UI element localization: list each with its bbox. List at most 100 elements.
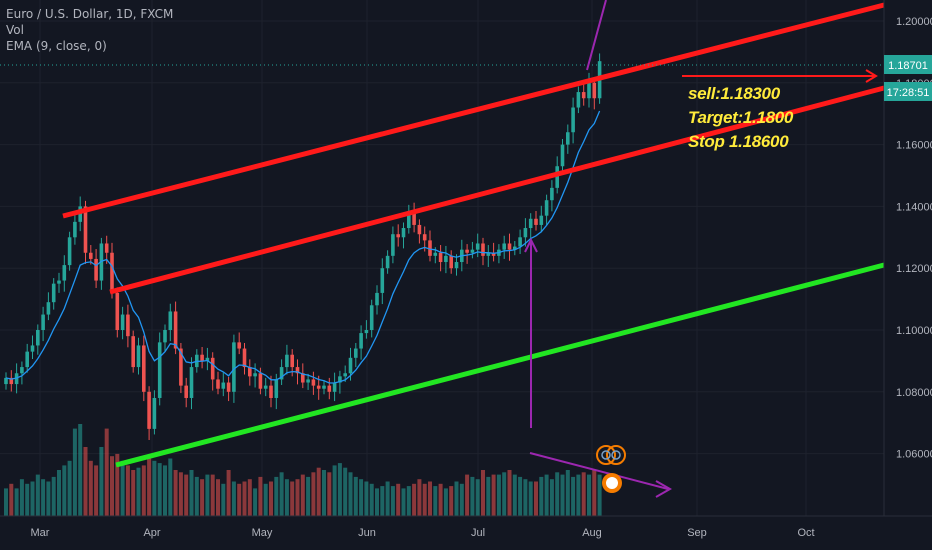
candle-body: [36, 330, 40, 346]
volume-bar: [433, 486, 438, 516]
candle-body: [470, 249, 475, 253]
volume-bar: [237, 483, 242, 516]
candle-body: [290, 354, 294, 368]
candle-body: [422, 234, 427, 241]
candle-body: [316, 385, 321, 389]
candle-body: [491, 252, 496, 256]
candle-body: [369, 305, 374, 330]
volume-bar: [576, 474, 581, 516]
countdown-label: 17:28:51: [884, 82, 932, 101]
volume-bar: [4, 488, 8, 516]
last-price-label: 1.18701: [884, 55, 932, 74]
volume-bar: [507, 470, 512, 516]
y-tick-label: 1.16000: [896, 140, 932, 152]
candle-body: [232, 342, 236, 392]
volume-bar: [184, 474, 189, 516]
candle-body: [221, 382, 226, 389]
volume-bar: [496, 474, 501, 516]
candle-body: [555, 166, 559, 188]
y-tick-label: 1.20000: [896, 16, 932, 28]
volume-bar: [544, 474, 549, 516]
volume-bar: [189, 470, 194, 516]
volume-indicator-label[interactable]: Vol: [6, 23, 24, 37]
candle-body: [417, 224, 422, 235]
volume-bar: [428, 481, 432, 516]
volume-bar: [141, 465, 146, 516]
volume-bar: [300, 474, 305, 516]
ema-indicator-label[interactable]: EMA (9, close, 0): [6, 39, 107, 53]
candle-body: [306, 379, 310, 383]
candle-body: [163, 330, 167, 343]
upper-channel-line: [62, 2, 885, 219]
candle-body: [179, 348, 183, 386]
candle-body: [523, 228, 528, 238]
volume-bar: [46, 481, 51, 516]
volume-bar: [417, 479, 422, 516]
candle-body: [41, 314, 45, 330]
volume-bar: [99, 447, 104, 516]
volume-bar: [131, 470, 136, 516]
volume-bar: [14, 488, 19, 516]
volume-trend-arrow: [529, 452, 673, 498]
y-tick-label: 1.12000: [896, 263, 932, 275]
candle-body: [51, 283, 56, 303]
x-tick-label: Aug: [582, 527, 602, 539]
volume-bar: [327, 472, 332, 516]
candle-body: [4, 377, 8, 385]
candle-body: [274, 379, 279, 398]
y-tick-label: 1.10000: [896, 325, 932, 337]
x-tick-label: Sep: [687, 527, 707, 539]
y-tick-label: 1.14000: [896, 201, 932, 213]
volume-bar: [178, 472, 183, 516]
candle-body: [73, 221, 77, 238]
candle-body: [338, 376, 342, 383]
volume-bar: [115, 453, 120, 516]
volume-bar: [592, 470, 597, 516]
candle-body: [14, 373, 19, 385]
candle-body: [560, 144, 565, 167]
candle-body: [20, 367, 24, 374]
volume-bar: [104, 428, 109, 516]
volume-bar: [337, 463, 342, 516]
x-tick-label: May: [252, 527, 273, 539]
volume-bar: [364, 481, 369, 516]
candle-body: [396, 234, 400, 238]
candle-body: [412, 212, 416, 225]
volume-bar: [587, 474, 591, 516]
volume-bar: [83, 447, 88, 516]
candle-body: [550, 187, 554, 201]
candle-body: [258, 373, 263, 389]
volume-bar: [518, 476, 523, 516]
volume-bar: [412, 483, 417, 516]
volume-bar: [200, 479, 205, 516]
volume-bar: [438, 483, 443, 516]
candle-body: [104, 243, 109, 253]
candle-body: [311, 379, 316, 386]
candle-body: [359, 333, 363, 349]
volume-bar: [454, 481, 459, 516]
candle-body: [57, 280, 61, 284]
volume-bar: [481, 470, 485, 516]
middle-channel-line: [109, 85, 885, 295]
volume-bar: [549, 479, 554, 516]
candle-body: [592, 82, 597, 99]
volume-bar: [205, 474, 210, 516]
candle-body: [507, 243, 512, 250]
candle-body: [142, 345, 146, 392]
sell-arrow: [682, 69, 878, 83]
candle-body: [428, 240, 432, 256]
volume-bar: [555, 472, 560, 516]
volume-bar: [163, 465, 167, 516]
candle-body: [115, 292, 120, 330]
symbol-title[interactable]: Euro / U.S. Dollar, 1D, FXCM: [6, 7, 174, 21]
candle-body: [200, 354, 204, 361]
price-axis: 1.200001.180001.160001.140001.120001.100…: [883, 0, 932, 516]
candle-body: [385, 255, 390, 269]
candle-body: [237, 342, 241, 349]
volume-bar: [491, 474, 496, 516]
candle-body: [285, 354, 289, 368]
volume-bar: [51, 476, 56, 516]
volume-bar: [269, 481, 273, 516]
candle-body: [576, 92, 581, 108]
